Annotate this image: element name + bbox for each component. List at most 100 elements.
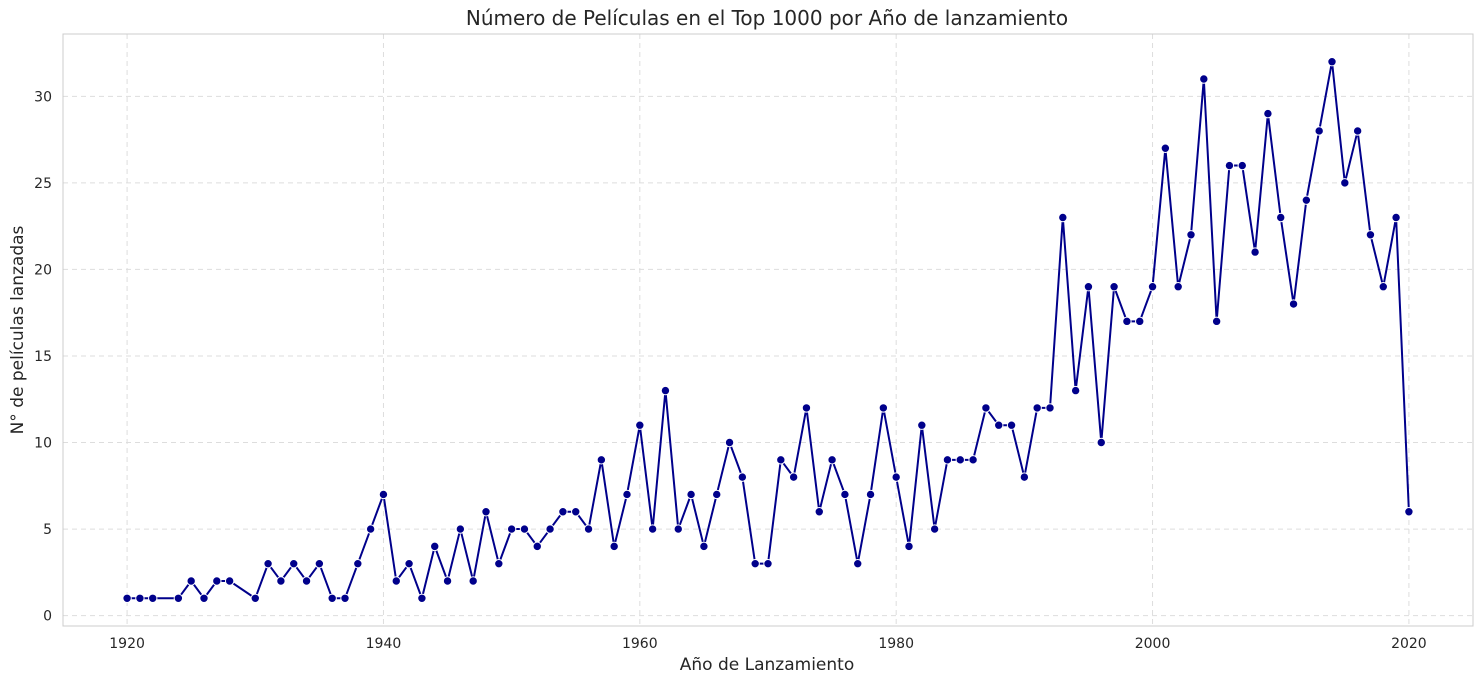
data-point — [917, 420, 927, 430]
data-point — [481, 507, 491, 517]
x-tick-label: 2000 — [1135, 636, 1171, 652]
data-point — [558, 507, 568, 517]
data-point — [1276, 212, 1286, 223]
x-axis-ticks: 1920 1940 1960 1980 2000 2020 — [109, 636, 1426, 652]
plot-frame — [62, 33, 1474, 627]
data-point — [1301, 195, 1312, 205]
chart-title: Número de Películas en el Top 1000 por A… — [466, 6, 1068, 30]
x-tick-label: 1920 — [109, 636, 145, 652]
x-axis-title: Año de Lanzamiento — [680, 655, 854, 675]
data-point — [853, 558, 863, 569]
data-point — [699, 541, 709, 552]
data-point — [994, 420, 1004, 430]
data-point — [340, 593, 350, 603]
data-point — [1122, 316, 1132, 327]
data-point — [1045, 403, 1055, 413]
data-point — [353, 558, 363, 569]
data-point — [840, 489, 850, 500]
data-point — [1173, 282, 1183, 292]
data-point — [1083, 282, 1094, 292]
data-point — [583, 524, 594, 534]
data-point — [955, 455, 965, 465]
grid — [63, 34, 1473, 626]
data-point — [1211, 316, 1222, 327]
data-point — [1378, 282, 1388, 292]
y-tick-label: 0 — [43, 609, 52, 625]
data-point — [1006, 420, 1017, 430]
data-point — [135, 593, 145, 603]
data-point — [904, 541, 914, 552]
data-point — [224, 576, 235, 586]
data-point — [122, 593, 132, 603]
data-point — [647, 524, 658, 534]
data-point — [1147, 282, 1158, 292]
series-markers — [122, 57, 1414, 603]
data-point — [519, 524, 530, 534]
data-point — [788, 472, 799, 482]
data-point — [276, 576, 286, 586]
data-point — [545, 524, 555, 534]
data-point — [494, 558, 504, 569]
data-point — [430, 541, 440, 552]
y-axis-title: N° de películas lanzadas — [8, 225, 28, 434]
data-point — [1160, 143, 1171, 153]
y-axis-ticks: 0 5 10 15 20 25 30 — [34, 89, 52, 624]
x-tick-label: 2020 — [1391, 636, 1427, 652]
data-point — [1070, 385, 1081, 396]
data-point — [1109, 282, 1119, 292]
data-point — [186, 576, 196, 586]
data-point — [1032, 403, 1042, 413]
data-point — [981, 403, 991, 413]
data-point — [378, 489, 389, 500]
data-point — [1058, 212, 1068, 223]
data-point — [1135, 316, 1145, 327]
x-tick-label: 1980 — [878, 636, 914, 652]
data-point — [1224, 160, 1235, 171]
y-tick-label: 30 — [34, 89, 52, 105]
data-point — [596, 455, 607, 465]
data-point — [1352, 126, 1363, 136]
data-point — [1237, 160, 1247, 171]
data-point — [660, 385, 671, 396]
series-line — [127, 61, 1410, 602]
y-tick-label: 5 — [43, 522, 52, 538]
data-point — [289, 558, 299, 569]
data-point — [827, 455, 837, 465]
data-point — [1186, 230, 1196, 240]
data-point — [442, 576, 453, 586]
data-point — [1019, 472, 1030, 482]
data-point — [737, 472, 748, 482]
data-point — [173, 593, 184, 603]
data-point — [365, 524, 376, 534]
data-point — [212, 576, 222, 586]
data-point — [1096, 437, 1106, 448]
data-point — [865, 489, 876, 500]
data-point — [776, 455, 786, 465]
data-point — [929, 524, 940, 534]
data-point — [148, 593, 158, 603]
data-point — [801, 403, 812, 413]
data-point — [814, 507, 824, 517]
data-point — [1340, 178, 1350, 188]
data-point — [712, 489, 722, 500]
data-point — [571, 507, 581, 517]
y-tick-label: 10 — [34, 436, 52, 452]
y-tick-label: 25 — [34, 176, 52, 192]
data-point — [763, 558, 773, 569]
data-point — [878, 403, 889, 413]
data-point — [506, 524, 517, 534]
data-point — [609, 541, 619, 552]
data-point — [750, 558, 760, 569]
y-tick-label: 15 — [34, 349, 52, 365]
data-point — [391, 576, 401, 586]
data-point — [327, 593, 337, 603]
data-point — [1263, 108, 1273, 119]
data-point — [968, 455, 978, 465]
data-point — [199, 593, 209, 603]
data-point — [468, 576, 478, 586]
data-point — [455, 524, 466, 534]
x-tick-label: 1940 — [366, 636, 402, 652]
data-point — [724, 437, 735, 448]
data-point — [1365, 230, 1376, 240]
